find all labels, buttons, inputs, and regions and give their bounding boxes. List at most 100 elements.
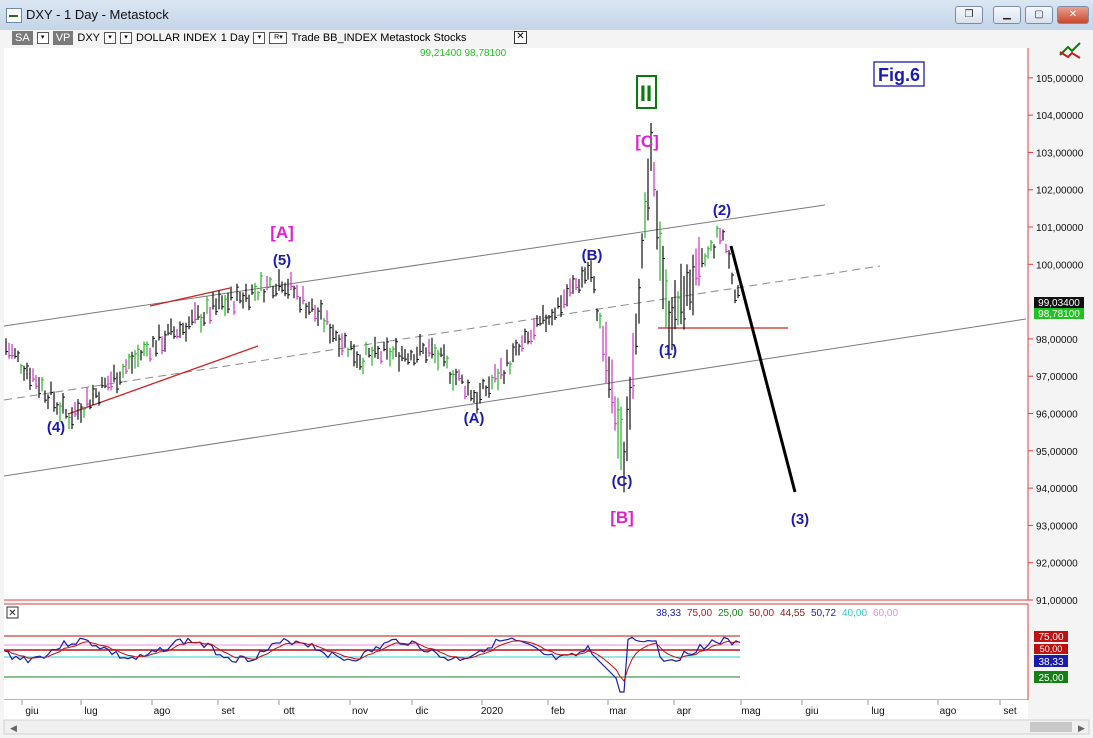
- data-source-labels: Trade BB_INDEX Metastock Stocks: [291, 32, 467, 44]
- chart-toolbar: SA ▾ VP DXY ▾ ▾ DOLLAR INDEX 1 Day ▾ R▾ …: [12, 30, 467, 46]
- indicator-close-button[interactable]: [6, 606, 19, 619]
- date-axis-label: feb: [551, 706, 565, 717]
- ind-tag-38-text: 38,33: [1038, 657, 1063, 668]
- indicator-panel: [4, 604, 1028, 700]
- price-tag-upper: [1034, 297, 1084, 308]
- wave-label-B: (B): [582, 247, 603, 264]
- date-axis-label: ago: [940, 706, 957, 717]
- wave-label-5: (5): [273, 252, 291, 269]
- price-axis-label: 100,00000: [1036, 260, 1084, 271]
- wave-label-A-major: [A]: [270, 223, 294, 242]
- indicator-value: 50,00: [749, 608, 774, 619]
- indicator-value: 75,00: [687, 608, 712, 619]
- ind-tag-50: [1034, 644, 1068, 654]
- indicator-value: 25,00: [718, 608, 743, 619]
- ind-tag-25: [1034, 671, 1068, 683]
- period-dropdown-icon[interactable]: ▾: [253, 32, 266, 44]
- restore-down-button[interactable]: ❐: [955, 6, 983, 24]
- wave-label-C-major: [C]: [635, 132, 659, 151]
- wave-label-B-major: [B]: [610, 508, 634, 527]
- wave-label-4: (4): [47, 419, 65, 436]
- scroll-left-arrow-icon[interactable]: ◀: [10, 723, 17, 733]
- date-axis-label: lug: [871, 706, 884, 717]
- price-tag-upper-text: 99,03400: [1038, 298, 1080, 309]
- date-axis-label: mar: [609, 706, 627, 717]
- indicator-value: 44,55: [780, 608, 805, 619]
- indicator-close-glyph: ✕: [8, 608, 16, 619]
- security-name: DOLLAR INDEX: [136, 32, 217, 44]
- date-axis-labels: giu lug ago set ott nov dic 2020 feb mar apr mag giu…: [21, 700, 1017, 717]
- date-axis-label: 2020: [481, 706, 504, 717]
- price-bars: [5, 123, 740, 493]
- toolbar-close-button[interactable]: ✕: [514, 31, 527, 44]
- price-axis-label: 104,00000: [1036, 111, 1084, 122]
- indicator-value: 50,72: [811, 608, 836, 619]
- price-axis-label: 98,00000: [1036, 335, 1078, 346]
- channel-lower-line: [3, 318, 1027, 477]
- ind-tag-75: [1034, 631, 1068, 642]
- price-axis-label: 95,00000: [1036, 447, 1078, 458]
- wave-label-3: (3): [791, 511, 809, 528]
- window-title: DXY - 1 Day - Metastock: [26, 7, 169, 22]
- indicator-values: 38,33 75,00 25,00 50,00 44,55 50,72 40,00 60,00: [656, 608, 898, 619]
- indicator-value: 38,33: [656, 608, 681, 619]
- maximize-button[interactable]: ▢: [1025, 6, 1053, 24]
- fig-label: Fig.6: [878, 65, 920, 85]
- price-axis-label: 103,00000: [1036, 148, 1084, 159]
- price-tag-lower-text: 98,78100: [1038, 309, 1080, 320]
- channel-upper-line: [3, 204, 826, 327]
- date-axis-label: nov: [352, 706, 368, 717]
- scroll-right-arrow-icon[interactable]: ▶: [1078, 723, 1085, 733]
- oscillator-line: [3, 636, 741, 693]
- chart-tools-icon[interactable]: [1059, 42, 1081, 59]
- price-axis-label: 92,00000: [1036, 559, 1078, 570]
- sa-dropdown-icon[interactable]: ▾: [36, 32, 49, 44]
- price-axis-label: 93,00000: [1036, 521, 1078, 532]
- ind-tag-38: [1034, 655, 1068, 667]
- price-axis-label: 96,00000: [1036, 410, 1078, 421]
- date-axis-label: ott: [283, 706, 294, 717]
- price-axis-label: 91,00000: [1036, 596, 1078, 607]
- horizontal-scrollbar[interactable]: [3, 719, 1090, 735]
- fig-label-box: [873, 61, 925, 87]
- wave-label-C: (C): [612, 473, 633, 490]
- wave-label-2: (2): [713, 202, 731, 219]
- wave-label-A: (A): [464, 410, 485, 427]
- close-button[interactable]: ✕: [1057, 6, 1089, 24]
- ind-tag-75-text: 75,00: [1038, 632, 1063, 643]
- cursor-values: 99,21400 98,78100: [420, 48, 507, 59]
- channel-middle-line: [3, 265, 881, 401]
- sa-button[interactable]: SA: [12, 31, 33, 45]
- date-axis: [4, 700, 1028, 720]
- date-axis-label: set: [1003, 706, 1017, 717]
- price-axis-label: 105,00000: [1036, 74, 1084, 85]
- price-axis-label: 101,00000: [1036, 223, 1084, 234]
- refresh-dropdown-icon[interactable]: R▾: [269, 32, 288, 44]
- price-tag-lower: [1034, 308, 1084, 319]
- vp-button[interactable]: VP: [52, 31, 74, 45]
- price-axis-label: 97,00000: [1036, 372, 1078, 383]
- oscillator-signal-line: [3, 640, 741, 683]
- date-axis-label: mag: [741, 706, 760, 717]
- minimize-button[interactable]: ▁: [993, 6, 1021, 24]
- name-dropdown-icon[interactable]: ▾: [120, 32, 132, 44]
- date-axis-label: lug: [84, 706, 97, 717]
- price-axis-label: 94,00000: [1036, 484, 1078, 495]
- projection-line: [729, 245, 797, 493]
- date-axis-label: set: [221, 706, 235, 717]
- date-axis-label: apr: [677, 706, 692, 717]
- wave-label-1: (1): [659, 342, 677, 359]
- date-axis-label: dic: [416, 706, 429, 717]
- indicator-value: 40,00: [842, 608, 867, 619]
- ind-tag-25-text: 25,00: [1038, 673, 1063, 684]
- price-panel: [4, 48, 1028, 600]
- price-axis: 105,00000 104,00000 103,00000 102,00000 101,…: [1028, 74, 1084, 607]
- scrollbar-thumb[interactable]: [1030, 722, 1072, 732]
- wedge-upper-line: [149, 287, 231, 307]
- cycle-label-box: [636, 75, 657, 109]
- symbol-label: DXY: [77, 32, 100, 44]
- date-axis-label: giu: [25, 706, 38, 717]
- date-axis-label: giu: [805, 706, 818, 717]
- symbol-dropdown-icon[interactable]: ▾: [104, 32, 116, 44]
